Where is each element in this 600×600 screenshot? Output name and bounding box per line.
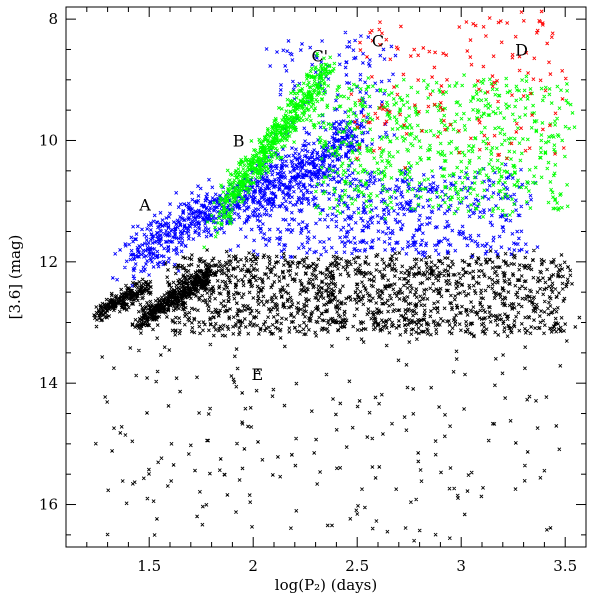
data-points	[92, 9, 582, 543]
y-axis-label: [3.6] (mag)	[6, 235, 24, 320]
series-3	[349, 9, 568, 170]
y-tick-label: 12	[39, 253, 58, 271]
annotation-C: C	[372, 31, 384, 50]
annotation-D: D	[515, 41, 528, 60]
x-tick-label: 1.5	[137, 557, 161, 575]
x-tick-label: 3.5	[553, 557, 577, 575]
annotation-B: B	[233, 132, 245, 151]
annotation-A: A	[138, 195, 151, 214]
series-0-points	[92, 248, 582, 543]
x-tick-label: 3	[456, 557, 466, 575]
series-3-points	[349, 9, 568, 170]
y-tick-label: 8	[48, 10, 58, 28]
y-tick-label: 14	[39, 374, 58, 392]
series-2	[202, 51, 577, 250]
y-tick-label: 16	[39, 496, 58, 514]
plot-frame	[65, 6, 587, 548]
x-axis-label: log(P₂) (days)	[275, 576, 377, 594]
axis-ticks	[65, 7, 587, 547]
annotations: A B C' C D E	[138, 31, 528, 384]
y-tick-label: 10	[39, 131, 58, 149]
x-tick-label: 2	[248, 557, 258, 575]
x-tick-label: 2.5	[345, 557, 369, 575]
annotation-E: E	[252, 365, 264, 384]
annotation-Cprime: C'	[311, 47, 328, 66]
series-2-points	[202, 51, 577, 250]
series-0	[92, 248, 582, 543]
tick-labels: 1.5 2 2.5 3 3.5 8 10 12 14 16	[39, 10, 577, 575]
